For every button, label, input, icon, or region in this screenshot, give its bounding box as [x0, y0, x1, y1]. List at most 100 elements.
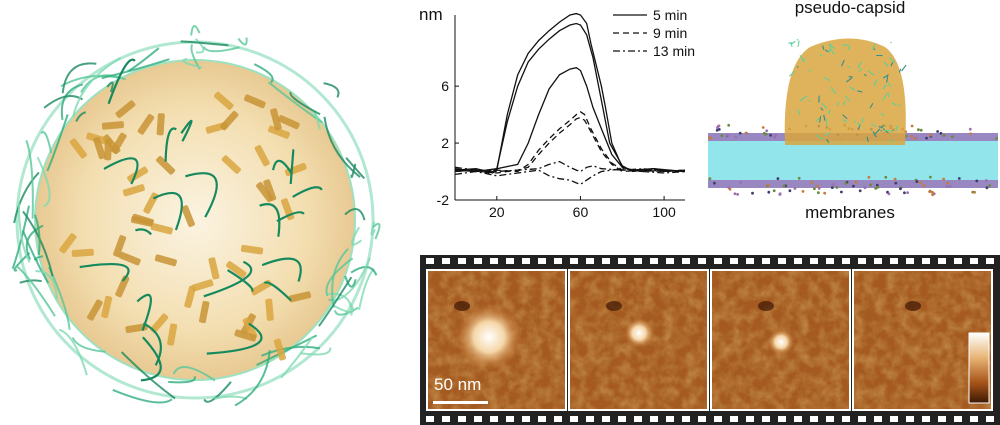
sprocket-hole [506, 258, 514, 264]
sprocket-hole [714, 258, 722, 264]
capsid-structure-image [11, 25, 381, 407]
series-line-dashed-3 [454, 111, 686, 173]
legend-label: 13 min [653, 43, 695, 59]
sprocket-hole [954, 416, 962, 422]
legend-label: 9 min [653, 25, 687, 41]
afm-frame [710, 269, 851, 411]
sprocket-hole [890, 416, 898, 422]
series-line-solid-1 [454, 22, 686, 174]
sprocket-hole [490, 258, 498, 264]
pseudo-capsid-strands [788, 38, 907, 144]
sprocket-hole [762, 258, 770, 264]
sprocket-hole [730, 416, 738, 422]
sprocket-hole [634, 416, 642, 422]
afm-particle [455, 303, 523, 371]
sprocket-hole [970, 258, 978, 264]
sprocket-hole [682, 258, 690, 264]
y-tick-label: 2 [441, 135, 449, 151]
sprocket-hole [554, 416, 562, 422]
sprocket-hole [522, 416, 530, 422]
sprocket-hole [954, 258, 962, 264]
sprocket-hole [682, 416, 690, 422]
sprocket-hole [970, 416, 978, 422]
sprocket-hole [538, 416, 546, 422]
sprocket-hole [858, 258, 866, 264]
sprocket-hole [586, 416, 594, 422]
sprocket-hole [442, 416, 450, 422]
series-line-dashed-4 [454, 116, 686, 174]
sprocket-hole [522, 258, 530, 264]
sprocket-hole [570, 258, 578, 264]
chart-axes: -2 2 6 20 60 100 [437, 15, 685, 220]
sprocket-hole [426, 416, 434, 422]
sprocket-hole [538, 258, 546, 264]
sprocket-hole [938, 258, 946, 264]
sprocket-hole [730, 258, 738, 264]
membrane-simulation-image [708, 38, 998, 197]
series-line-solid-0 [454, 12, 686, 174]
sprocket-hole [458, 416, 466, 422]
sprocket-hole [698, 258, 706, 264]
sprocket-hole [666, 258, 674, 264]
sprocket-hole [602, 416, 610, 422]
x-tick-label: 20 [489, 204, 505, 220]
sprocket-hole [586, 258, 594, 264]
membranes-caption: membranes [805, 203, 895, 222]
sprocket-hole [474, 416, 482, 422]
x-tick-label: 100 [652, 204, 676, 220]
sprocket-hole [986, 258, 994, 264]
pseudo-capsid-title: pseudo-capsid [794, 0, 906, 17]
sprocket-hole [570, 416, 578, 422]
sprocket-hole [618, 416, 626, 422]
sprocket-hole [746, 258, 754, 264]
sprocket-hole [714, 416, 722, 422]
sprocket-hole [794, 258, 802, 264]
sprocket-hole [650, 416, 658, 422]
scale-bar [433, 401, 488, 404]
height-colorbar [968, 332, 990, 404]
sprocket-hole [874, 258, 882, 264]
film-sprocket-holes [426, 258, 994, 422]
sprocket-hole [490, 416, 498, 422]
sprocket-hole [826, 416, 834, 422]
sprocket-hole [794, 416, 802, 422]
sprocket-hole [746, 416, 754, 422]
sprocket-hole [666, 416, 674, 422]
sprocket-hole [810, 416, 818, 422]
afm-frame [426, 269, 567, 411]
sprocket-hole [938, 416, 946, 422]
chart-legend: 5 min 9 min 13 min [613, 7, 695, 59]
afm-frame [568, 269, 709, 411]
sprocket-hole [618, 258, 626, 264]
sprocket-hole [474, 258, 482, 264]
series-line-solid-2 [454, 67, 686, 173]
sprocket-hole [634, 258, 642, 264]
sprocket-hole [506, 416, 514, 422]
y-tick-label: 6 [441, 78, 449, 94]
sprocket-hole [874, 416, 882, 422]
sprocket-hole [922, 416, 930, 422]
sprocket-hole [778, 258, 786, 264]
sprocket-hole [906, 416, 914, 422]
y-axis-label: nm [419, 5, 443, 24]
sprocket-hole [890, 258, 898, 264]
afm-particle [767, 328, 795, 356]
sprocket-hole [842, 416, 850, 422]
height-profile-chart: nm -2 2 6 20 60 100 5 min 9 min 13 min [419, 5, 695, 220]
sprocket-hole [650, 258, 658, 264]
sprocket-hole [426, 258, 434, 264]
scale-bar-label: 50 nm [434, 375, 481, 394]
sprocket-hole [602, 258, 610, 264]
membrane-simulation-panel: pseudo-capsid membranes [700, 0, 1000, 225]
sprocket-hole [458, 258, 466, 264]
afm-film-strip: 50 nm [420, 255, 1000, 425]
sprocket-hole [698, 416, 706, 422]
x-tick-label: 60 [573, 204, 589, 220]
chart-series [454, 12, 686, 186]
sprocket-hole [762, 416, 770, 422]
sprocket-hole [778, 416, 786, 422]
sprocket-hole [906, 258, 914, 264]
sprocket-hole [986, 416, 994, 422]
sprocket-hole [922, 258, 930, 264]
sprocket-hole [842, 258, 850, 264]
